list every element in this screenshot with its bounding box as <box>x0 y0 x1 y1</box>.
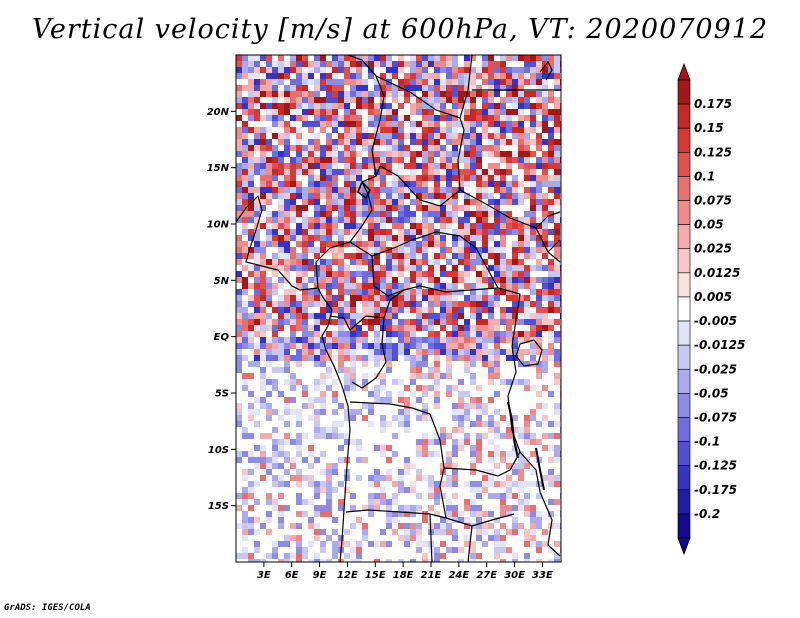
colorbar-swatch <box>677 127 691 153</box>
lat-tick-label: 15N <box>207 163 230 174</box>
border-zambia <box>439 451 521 519</box>
colorbar-label: 0.125 <box>694 145 732 159</box>
lat-tick-label: 5N <box>214 276 230 287</box>
colorbar-swatch <box>677 465 691 491</box>
lon-tick-label: 33E <box>532 570 553 581</box>
colorbar-label: -0.0125 <box>694 338 745 352</box>
colorbar-swatch <box>677 176 691 201</box>
colorbar-swatch <box>677 296 691 322</box>
colorbar-swatch <box>677 79 691 105</box>
border-angola-south <box>345 509 515 527</box>
lon-tick-label: 18E <box>393 570 414 581</box>
colorbar-swatch <box>677 272 691 298</box>
colorbar-swatch <box>677 103 691 129</box>
colorbar-swatch <box>677 200 691 225</box>
colorbar-top-arrow <box>677 62 691 81</box>
lat-tick-label: EQ <box>214 332 230 343</box>
lat-tick-label: 20N <box>207 107 230 118</box>
coastline-west-africa <box>236 194 323 297</box>
map-panel: 20N 15N 10N 5N EQ 5S 10S 15S 3E 6E 9E 12E 15E 18E 21E… <box>207 54 562 581</box>
lake-tanganyika <box>507 401 519 459</box>
colorbar-label: 0.1 <box>694 169 715 183</box>
red-sea-coast <box>539 60 553 81</box>
lat-tick-label: 10S <box>208 445 229 456</box>
lon-tick-label: 3E <box>257 570 271 581</box>
colorbar-swatch <box>677 320 691 346</box>
lake-malawi <box>535 447 545 491</box>
country-borders <box>236 55 561 562</box>
border-mozambique <box>539 491 561 557</box>
latitude-axis: 20N 15N 10N 5N EQ 5S 10S 15S <box>207 107 236 512</box>
colorbar-label: -0.025 <box>694 362 737 376</box>
grads-credit: GrADS: IGES/COLA <box>4 603 91 613</box>
border-sudan <box>375 55 473 119</box>
colorbar-swatch <box>677 513 691 539</box>
border-nigeria-cameroon <box>315 165 381 289</box>
colorbar-bottom-arrow <box>677 537 691 556</box>
colorbar-label: 0.075 <box>694 194 732 208</box>
lake-chad <box>357 180 371 200</box>
colorbar-swatch <box>677 224 691 250</box>
lon-tick-label: 27E <box>476 570 497 581</box>
colorbar-label: -0.005 <box>694 314 737 328</box>
colorbar-swatch <box>677 393 691 418</box>
longitude-axis: 3E 6E 9E 12E 15E 18E 21E 24E 27E 30E 33E <box>257 562 553 581</box>
colorbar-label: -0.2 <box>694 507 720 521</box>
border-car <box>349 231 521 295</box>
border-south-sudan <box>459 189 561 263</box>
colorbar-label: 0.0125 <box>694 266 740 280</box>
colorbar-label: -0.175 <box>694 483 737 497</box>
colorbar-swatch <box>677 417 691 442</box>
colorbar-swatch <box>677 344 691 370</box>
lon-tick-label: 21E <box>421 570 442 581</box>
lat-tick-label: 15S <box>208 501 229 512</box>
colorbar: 0.175 0.15 0.125 0.1 0.075 0.05 0.025 0.0125 0.0… <box>677 62 745 556</box>
lon-tick-label: 15E <box>365 570 386 581</box>
chart-title: Vertical velocity [m/s] at 600hPa, VT: 2… <box>31 14 769 45</box>
lon-tick-label: 9E <box>313 570 327 581</box>
lon-tick-label: 12E <box>337 570 358 581</box>
border-drc-north <box>371 255 499 297</box>
border-angola-north <box>349 401 499 477</box>
colorbar-swatch <box>677 248 691 274</box>
colorbar-label: 0.175 <box>694 97 732 111</box>
colorbar-swatch <box>677 441 691 466</box>
border-drc-east <box>507 293 541 493</box>
map-frame <box>235 54 562 563</box>
colorbar-label: 0.15 <box>694 121 724 135</box>
lon-tick-label: 6E <box>285 570 299 581</box>
lat-tick-label: 10N <box>207 220 230 231</box>
lat-tick-label: 5S <box>215 389 229 400</box>
colorbar-label: -0.05 <box>694 386 729 400</box>
border-chad <box>347 55 385 177</box>
lon-tick-label: 30E <box>504 570 525 581</box>
border-gabon-congo <box>329 315 387 389</box>
colorbar-label: -0.125 <box>694 459 737 473</box>
lon-tick-label: 24E <box>448 570 469 581</box>
colorbar-label: 0.05 <box>694 218 724 232</box>
coastline-central-africa <box>321 295 351 562</box>
border-chad-car <box>379 117 465 207</box>
border-namibia <box>429 513 473 562</box>
colorbar-swatch <box>677 489 691 515</box>
lake-victoria <box>515 339 543 367</box>
colorbar-label: -0.075 <box>694 410 737 424</box>
colorbar-label: 0.025 <box>694 242 732 256</box>
border-ethiopia <box>535 211 561 253</box>
border-congo-drc <box>383 289 405 319</box>
colorbar-swatch <box>677 152 691 177</box>
colorbar-label: 0.005 <box>694 290 732 304</box>
colorbar-swatch <box>677 368 691 394</box>
colorbar-label: -0.1 <box>694 435 720 449</box>
velocity-field <box>236 55 561 562</box>
